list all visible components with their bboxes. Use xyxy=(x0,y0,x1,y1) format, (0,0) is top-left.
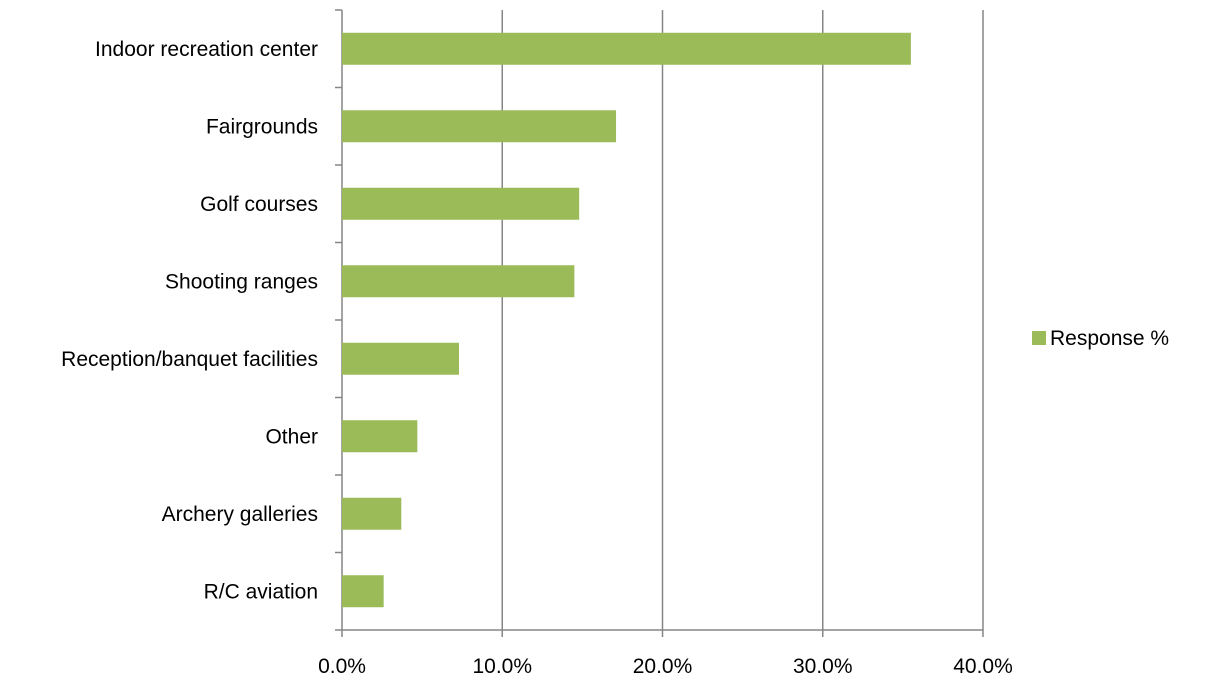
category-label: Indoor recreation center xyxy=(95,38,318,61)
bar xyxy=(342,110,617,143)
legend: Response % xyxy=(1032,327,1169,350)
axes xyxy=(335,9,984,637)
bar xyxy=(342,187,580,220)
category-label: R/C aviation xyxy=(204,580,318,603)
legend-swatch xyxy=(1032,331,1046,345)
bars xyxy=(342,32,911,608)
bar xyxy=(342,420,418,453)
category-label: Golf courses xyxy=(200,193,318,216)
bar xyxy=(342,265,575,298)
bar xyxy=(342,575,384,608)
category-label: Reception/banquet facilities xyxy=(61,348,318,371)
x-tick-labels: 0.0% 10.0% 20.0% 30.0% 40.0% xyxy=(318,655,1013,678)
gridlines xyxy=(501,10,984,630)
x-tick-label: 30.0% xyxy=(793,655,853,678)
category-labels: Indoor recreation center Fairgrounds Golf … xyxy=(61,38,318,604)
bar xyxy=(342,32,911,65)
bar xyxy=(342,497,402,530)
legend-label: Response % xyxy=(1050,327,1169,350)
category-label: Other xyxy=(265,425,318,448)
x-tick-label: 40.0% xyxy=(953,655,1013,678)
x-tick-label: 10.0% xyxy=(472,655,532,678)
x-tick-label: 0.0% xyxy=(318,655,366,678)
category-label: Archery galleries xyxy=(162,503,318,526)
category-label: Shooting ranges xyxy=(165,270,318,293)
category-label: Fairgrounds xyxy=(206,115,318,138)
bar xyxy=(342,342,459,375)
x-tick-label: 20.0% xyxy=(633,655,693,678)
